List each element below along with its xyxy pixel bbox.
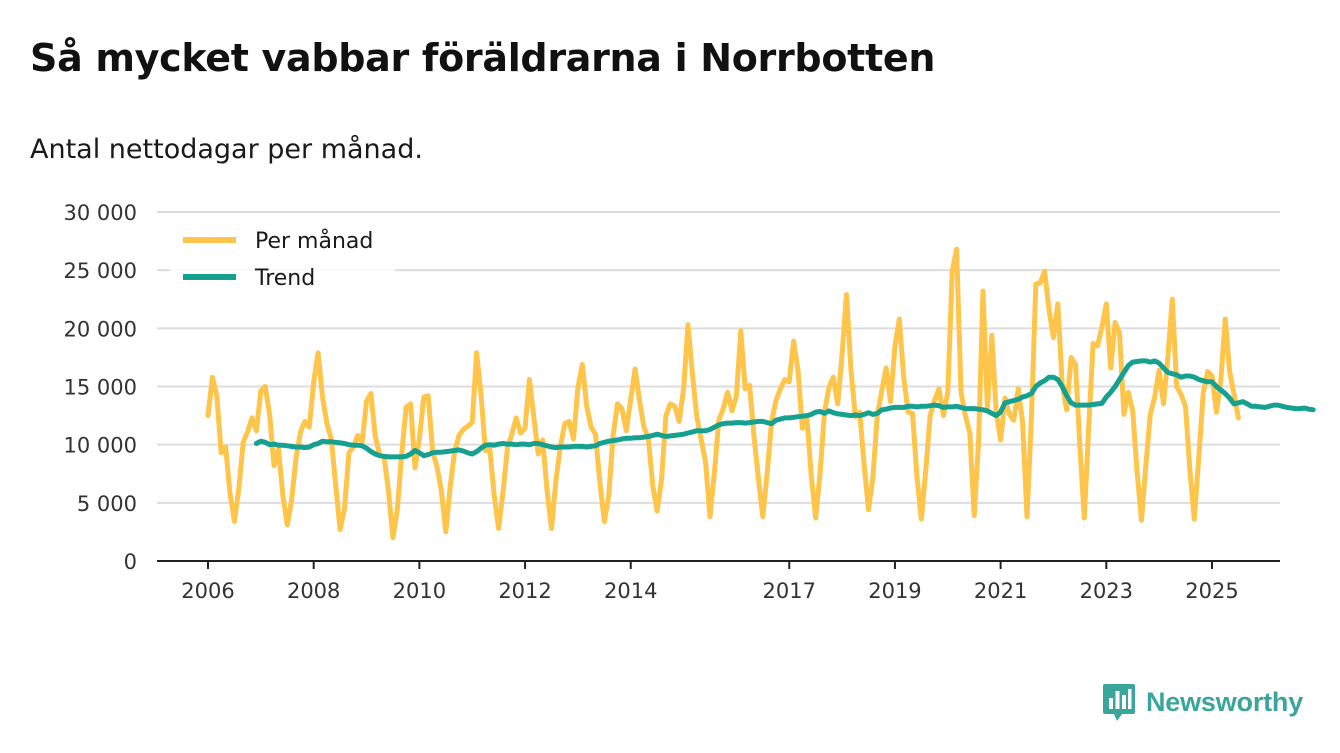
- page-subtitle: Antal nettodagar per månad.: [30, 134, 423, 165]
- y-axis-tick-labels: 0 5 000 10 000 15 000 20 000 25 000 30 000: [64, 201, 137, 574]
- y-tick-label: 15 000: [64, 376, 137, 400]
- x-tick-label: 2019: [868, 579, 921, 603]
- x-tick-label: 2023: [1080, 579, 1133, 603]
- x-tick-label: 2008: [287, 579, 340, 603]
- newsworthy-logo-icon: [1103, 684, 1135, 721]
- page-title: Så mycket vabbar föräldrarna i Norrbotte…: [30, 36, 936, 80]
- x-tick-label: 2014: [604, 579, 657, 603]
- y-tick-label: 30 000: [64, 201, 137, 225]
- y-tick-label: 10 000: [64, 434, 137, 458]
- legend-background: [170, 222, 395, 300]
- x-tick-label: 2006: [181, 579, 234, 603]
- y-tick-label: 25 000: [64, 259, 137, 283]
- y-tick-label: 0: [124, 550, 137, 574]
- x-tick-label: 2017: [763, 579, 816, 603]
- brand-name: Newsworthy: [1146, 686, 1304, 717]
- x-tick-label: 2010: [393, 579, 446, 603]
- series-layer: [205, 246, 1316, 541]
- y-tick-label: 20 000: [64, 317, 137, 341]
- x-tick-label: 2021: [974, 579, 1027, 603]
- legend-label: Per månad: [255, 228, 373, 254]
- y-tick-label: 5 000: [77, 492, 137, 516]
- legend-label: Trend: [254, 266, 315, 291]
- series-line-trend: [253, 358, 1316, 460]
- x-tick-label: 2012: [498, 579, 551, 603]
- x-axis-ticks: 2006 2008 2010 2012 2014 2017 2019 2021 2023 2025: [181, 561, 1239, 603]
- brand: Newsworthy: [1102, 682, 1303, 722]
- legend: Per månad Trend: [170, 222, 395, 300]
- x-tick-label: 2025: [1185, 579, 1238, 603]
